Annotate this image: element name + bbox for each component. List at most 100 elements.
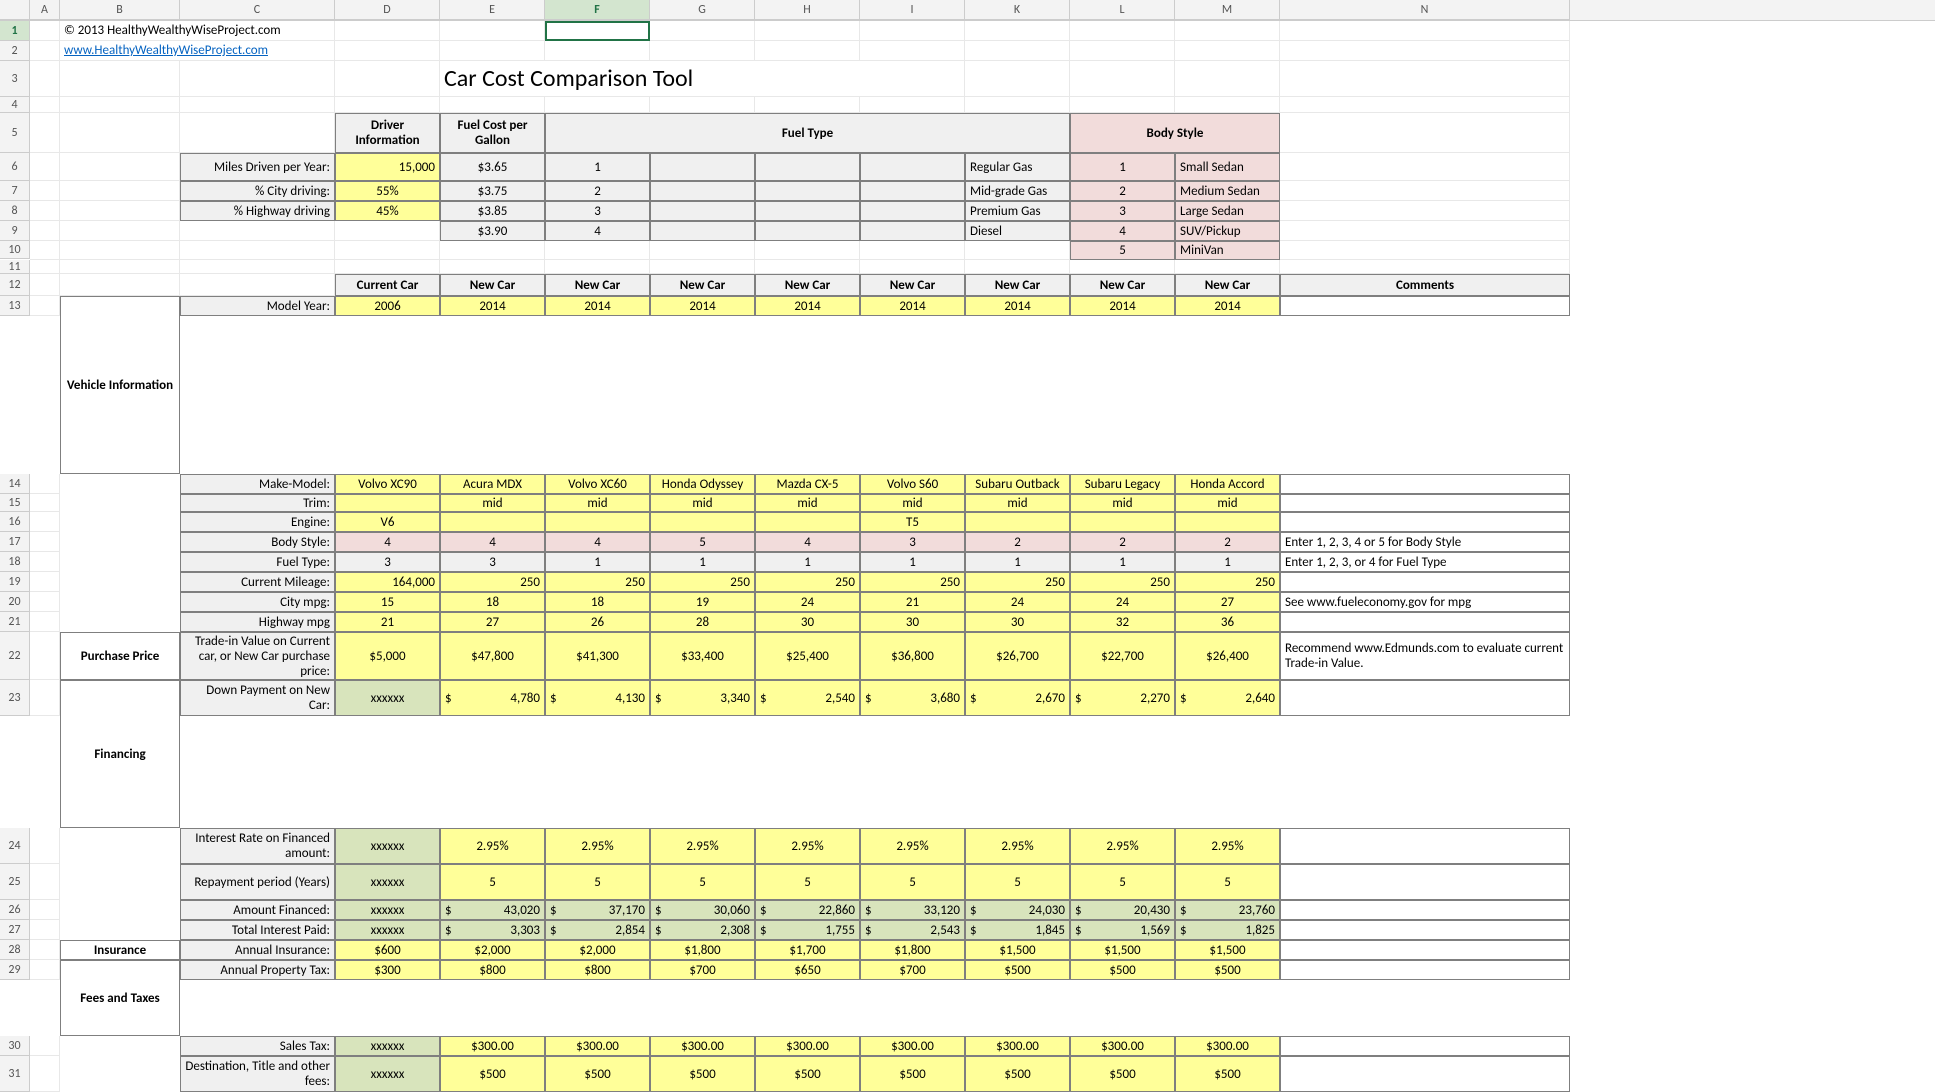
comment-cityMpg[interactable]: See www.fueleconomy.gov for mpg — [1280, 592, 1570, 612]
cell[interactable] — [755, 241, 860, 260]
comment-intRate[interactable] — [1280, 828, 1570, 864]
cell[interactable] — [755, 97, 860, 113]
cell[interactable] — [860, 41, 965, 61]
cell[interactable] — [60, 274, 180, 296]
data-mileage-0[interactable]: 164,000 — [335, 572, 440, 592]
fuel-cost-3[interactable]: $3.85 — [440, 201, 545, 221]
comment-downPay[interactable] — [1280, 680, 1570, 716]
selected-cell[interactable] — [545, 21, 650, 41]
data-modelYear-5[interactable]: 2014 — [860, 296, 965, 316]
row-header-21[interactable]: 21 — [0, 612, 30, 632]
cell[interactable] — [860, 241, 965, 260]
cell[interactable] — [965, 61, 1070, 97]
cell[interactable] — [860, 181, 965, 201]
cell[interactable] — [30, 221, 60, 241]
col-header-I[interactable]: I — [860, 0, 965, 20]
data-downPay-8[interactable]: $2,640 — [1175, 680, 1280, 716]
data-trim-0[interactable] — [335, 494, 440, 512]
cell[interactable] — [860, 201, 965, 221]
data-engine-4[interactable] — [755, 512, 860, 532]
cell[interactable] — [30, 474, 60, 494]
data-totInt-0[interactable]: xxxxxx — [335, 920, 440, 940]
cell[interactable] — [60, 241, 180, 260]
cell[interactable] — [30, 201, 60, 221]
cell[interactable] — [650, 260, 755, 274]
data-fuelType-6[interactable]: 1 — [965, 552, 1070, 572]
row-header-22[interactable]: 22 — [0, 632, 30, 680]
cell[interactable] — [30, 113, 60, 153]
row-header-26[interactable]: 26 — [0, 900, 30, 920]
cell[interactable] — [30, 900, 60, 920]
data-amtFin-6[interactable]: $24,030 — [965, 900, 1070, 920]
data-makeModel-4[interactable]: Mazda CX-5 — [755, 474, 860, 494]
data-totInt-1[interactable]: $3,303 — [440, 920, 545, 940]
cell[interactable] — [30, 920, 60, 940]
data-bodyStyle-5[interactable]: 3 — [860, 532, 965, 552]
data-destFee-4[interactable]: $500 — [755, 1056, 860, 1092]
data-downPay-7[interactable]: $2,270 — [1070, 680, 1175, 716]
comment-tradeIn[interactable]: Recommend www.Edmunds.com to evaluate cu… — [1280, 632, 1570, 680]
cell[interactable] — [1280, 97, 1570, 113]
data-destFee-5[interactable]: $500 — [860, 1056, 965, 1092]
data-hwyMpg-0[interactable]: 21 — [335, 612, 440, 632]
comment-annIns[interactable] — [1280, 940, 1570, 960]
fuel-cost-4[interactable]: $3.90 — [440, 221, 545, 241]
data-intRate-0[interactable]: xxxxxx — [335, 828, 440, 864]
cell[interactable] — [965, 97, 1070, 113]
data-trim-4[interactable]: mid — [755, 494, 860, 512]
data-intRate-2[interactable]: 2.95% — [545, 828, 650, 864]
row-header-23[interactable]: 23 — [0, 680, 30, 716]
data-engine-8[interactable] — [1175, 512, 1280, 532]
comment-destFee[interactable] — [1280, 1056, 1570, 1092]
comment-trim[interactable] — [1280, 494, 1570, 512]
data-salesTax-7[interactable]: $300.00 — [1070, 1036, 1175, 1056]
data-mileage-3[interactable]: 250 — [650, 572, 755, 592]
cell[interactable] — [1280, 241, 1570, 260]
data-fuelType-8[interactable]: 1 — [1175, 552, 1280, 572]
data-bodyStyle-1[interactable]: 4 — [440, 532, 545, 552]
cell-copyright[interactable]: © 2013 HealthyWealthyWiseProject.com — [60, 21, 335, 41]
cell[interactable] — [755, 41, 860, 61]
comment-salesTax[interactable] — [1280, 1036, 1570, 1056]
data-tradeIn-8[interactable]: $26,400 — [1175, 632, 1280, 680]
data-intRate-4[interactable]: 2.95% — [755, 828, 860, 864]
data-modelYear-3[interactable]: 2014 — [650, 296, 755, 316]
data-repay-2[interactable]: 5 — [545, 864, 650, 900]
data-makeModel-6[interactable]: Subaru Outback — [965, 474, 1070, 494]
cell[interactable] — [180, 97, 335, 113]
comment-bodyStyle[interactable]: Enter 1, 2, 3, 4 or 5 for Body Style — [1280, 532, 1570, 552]
row-header-8[interactable]: 8 — [0, 201, 30, 221]
data-engine-3[interactable] — [650, 512, 755, 532]
cell[interactable] — [60, 61, 180, 97]
cell[interactable] — [1280, 61, 1570, 97]
data-cityMpg-5[interactable]: 21 — [860, 592, 965, 612]
data-repay-1[interactable]: 5 — [440, 864, 545, 900]
cell[interactable] — [180, 113, 335, 153]
input-miles[interactable]: 15,000 — [335, 153, 440, 181]
comment-mileage[interactable] — [1280, 572, 1570, 592]
data-tradeIn-0[interactable]: $5,000 — [335, 632, 440, 680]
data-propTax-8[interactable]: $500 — [1175, 960, 1280, 980]
data-totInt-5[interactable]: $2,543 — [860, 920, 965, 940]
cell[interactable] — [60, 181, 180, 201]
data-fuelType-0[interactable]: 3 — [335, 552, 440, 572]
row-header-25[interactable]: 25 — [0, 864, 30, 900]
data-annIns-4[interactable]: $1,700 — [755, 940, 860, 960]
cell[interactable] — [30, 1056, 60, 1092]
data-engine-5[interactable]: T5 — [860, 512, 965, 532]
data-trim-2[interactable]: mid — [545, 494, 650, 512]
data-hwyMpg-4[interactable]: 30 — [755, 612, 860, 632]
col-header-H[interactable]: H — [755, 0, 860, 20]
cell[interactable] — [650, 97, 755, 113]
data-salesTax-2[interactable]: $300.00 — [545, 1036, 650, 1056]
data-engine-7[interactable] — [1070, 512, 1175, 532]
cell[interactable] — [335, 260, 440, 274]
data-downPay-1[interactable]: $4,780 — [440, 680, 545, 716]
data-amtFin-5[interactable]: $33,120 — [860, 900, 965, 920]
data-annIns-5[interactable]: $1,800 — [860, 940, 965, 960]
col-header-C[interactable]: C — [180, 0, 335, 20]
data-cityMpg-0[interactable]: 15 — [335, 592, 440, 612]
comment-hwyMpg[interactable] — [1280, 612, 1570, 632]
cell[interactable] — [180, 260, 335, 274]
cell[interactable] — [650, 181, 755, 201]
